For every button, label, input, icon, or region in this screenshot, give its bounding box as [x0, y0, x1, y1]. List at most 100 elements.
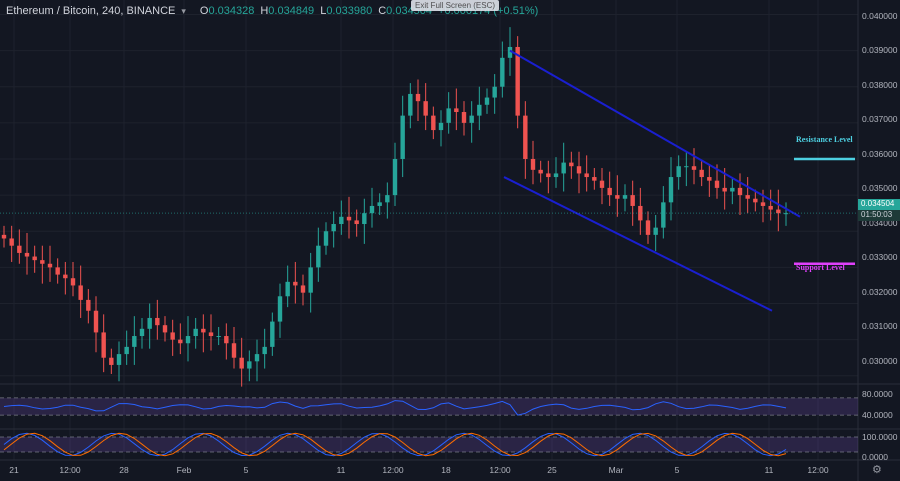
candle-body — [553, 173, 559, 178]
price-tick: 0.037000 — [862, 114, 898, 124]
candle-body — [270, 321, 275, 347]
candle-body — [40, 260, 45, 264]
candle-body — [599, 180, 605, 188]
time-tick: 5 — [674, 465, 680, 475]
time-tick: 12:00 — [59, 465, 81, 475]
candle-body — [162, 325, 168, 333]
stoch-band — [0, 437, 858, 452]
candle-body — [691, 166, 697, 170]
candle-body — [178, 339, 183, 344]
candle-body — [17, 245, 22, 253]
countdown-badge: 01:50:03 — [858, 210, 900, 221]
time-tick: 25 — [547, 465, 557, 475]
candle-body — [722, 187, 727, 192]
candle-body — [170, 332, 175, 340]
candle-body — [139, 328, 145, 337]
time-tick: 11 — [764, 465, 774, 475]
symbol-title[interactable]: Ethereum / Bitcoin, 240, BINANCE — [6, 5, 176, 17]
channel-lower-line — [503, 176, 773, 312]
candle-body — [415, 93, 421, 102]
candle-body — [538, 169, 543, 174]
candle-body — [523, 115, 528, 159]
candle-body — [354, 220, 359, 225]
candle-body — [622, 195, 628, 199]
candle-body — [438, 122, 444, 131]
candle-body — [346, 216, 352, 221]
stoch-d-line — [3, 432, 787, 457]
candle-body — [93, 310, 99, 333]
candle-body — [231, 343, 237, 358]
price-tick: 0.039000 — [862, 45, 898, 55]
candle-body — [323, 231, 329, 246]
rsi-tick: 80.0000 — [862, 389, 893, 399]
candle-body — [507, 46, 513, 58]
rsi-band — [0, 397, 858, 416]
time-tick: 12:00 — [807, 465, 829, 475]
candle-body — [1, 234, 7, 239]
stoch-k-line — [3, 432, 787, 457]
time-tick: 5 — [243, 465, 249, 475]
support-label: Support Level — [796, 263, 845, 272]
candle-body — [262, 346, 267, 355]
candle-body — [676, 166, 681, 178]
candle-body — [461, 112, 467, 123]
stoch-tick: 100.0000 — [862, 432, 898, 442]
candle-body — [584, 173, 589, 178]
time-tick: 12:00 — [489, 465, 511, 475]
candle-body — [155, 317, 160, 326]
time-axis[interactable]: 21 12:00 28 Feb 5 11 12:00 18 12:00 25 M… — [0, 461, 858, 481]
candle-body — [300, 285, 306, 293]
candle-body — [714, 180, 720, 188]
candle-body — [216, 336, 221, 338]
candle-body — [239, 357, 244, 369]
candle-body — [408, 93, 413, 116]
candle-body — [293, 281, 298, 286]
price-tick: 0.033000 — [862, 252, 898, 262]
ohlc-open: O0.034328 — [199, 5, 255, 17]
candle-body — [454, 108, 459, 113]
candle-body — [9, 238, 14, 246]
candle-body — [78, 285, 83, 300]
rsi-line — [3, 400, 787, 416]
candle-body — [362, 213, 367, 225]
exit-fullscreen-tooltip: Exit Full Screen (ESC) — [411, 0, 500, 11]
candle-body — [385, 195, 390, 203]
candle-body — [101, 332, 106, 358]
candle-body — [331, 224, 336, 232]
candle-body — [638, 205, 643, 221]
gear-icon[interactable]: ⚙ — [872, 464, 882, 476]
price-tick: 0.038000 — [862, 80, 898, 90]
candle-body — [369, 205, 375, 214]
candle-body — [400, 115, 405, 159]
candle-body — [70, 278, 76, 286]
candle-body — [86, 299, 91, 311]
channel-upper-line — [509, 49, 801, 218]
time-tick: Feb — [176, 465, 192, 475]
candle-body — [277, 296, 283, 322]
price-tick: 0.036000 — [862, 149, 898, 159]
price-axis[interactable]: 0.040000 0.039000 0.038000 0.037000 0.03… — [858, 0, 900, 462]
price-tick: 0.030000 — [862, 356, 898, 366]
candle-body — [668, 177, 674, 203]
candle-body — [645, 220, 651, 235]
resistance-label: Resistance Level — [796, 135, 853, 144]
candle-body — [745, 195, 750, 199]
candle-body — [446, 108, 451, 123]
candle-body — [630, 195, 635, 206]
time-tick: 12:00 — [382, 465, 404, 475]
candle-body — [316, 245, 321, 268]
candle-body — [63, 274, 68, 279]
candle-body — [247, 361, 252, 369]
candle-body — [339, 216, 344, 225]
candle-body — [760, 202, 766, 206]
current-price-badge: 0.034504 — [858, 199, 900, 210]
candle-body — [24, 252, 30, 257]
candle-body — [116, 354, 122, 365]
chevron-down-icon[interactable]: ▾ — [181, 5, 186, 16]
candle-body — [477, 104, 482, 116]
candle-body — [431, 115, 436, 131]
time-tick: 28 — [119, 465, 129, 475]
time-tick: 11 — [336, 465, 346, 475]
